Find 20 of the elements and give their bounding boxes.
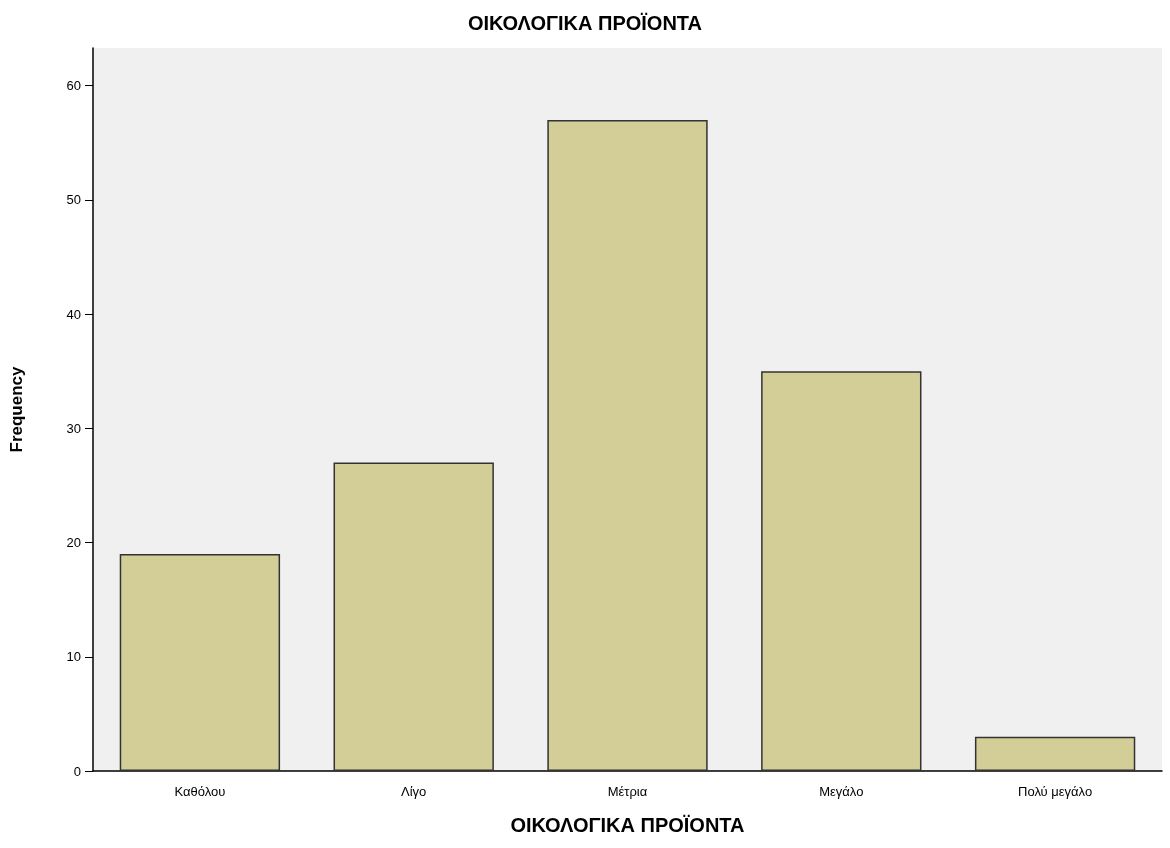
y-tick-label: 40 <box>66 306 81 322</box>
x-tick-label: Πολύ μεγάλο <box>1018 784 1093 799</box>
y-tick-label: 60 <box>66 78 81 94</box>
bar <box>547 119 708 771</box>
bar <box>119 553 281 771</box>
x-tick-label: Μέτρια <box>607 784 648 799</box>
y-tick-label: 30 <box>66 420 81 436</box>
bar <box>974 736 1136 771</box>
y-tick-label: 50 <box>66 192 81 208</box>
x-tick-label: Καθόλου <box>174 784 226 799</box>
x-axis-title: ΟΙΚΟΛΟΓΙΚΑ ΠΡΟΪΟΝΤΑ <box>510 814 745 836</box>
x-tick-label: Μεγάλο <box>819 784 864 799</box>
y-tick-label: 20 <box>66 535 81 551</box>
chart-title: ΟΙΚΟΛΟΓΙΚΑ ΠΡΟΪΟΝΤΑ <box>467 12 703 34</box>
y-tick-label: 0 <box>73 763 81 779</box>
bar <box>333 462 494 771</box>
x-tick-label: Λίγο <box>401 784 427 799</box>
y-tick-label: 10 <box>66 649 81 665</box>
y-axis-title: Frequency <box>7 365 26 453</box>
bar <box>761 371 922 771</box>
